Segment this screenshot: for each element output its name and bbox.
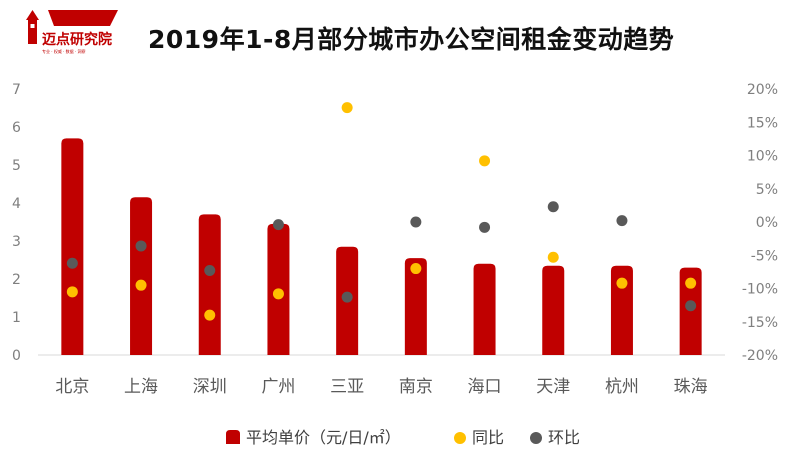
legend-yoy-swatch [454, 432, 466, 444]
category-label: 深圳 [193, 377, 227, 397]
legend-mom-label: 环比 [548, 428, 580, 447]
logo-roof-icon [26, 10, 39, 20]
left-axis-tick-label: 3 [12, 234, 21, 250]
category-label: 广州 [261, 377, 295, 397]
yoy-point-珠海 [685, 277, 697, 289]
bar-天津 [542, 265, 565, 355]
bar-珠海 [679, 267, 702, 355]
logo-text: 迈点研究院 [42, 31, 112, 48]
mom-point-三亚 [341, 291, 353, 303]
mom-point-珠海 [685, 300, 697, 312]
right-axis-tick-label: -5% [751, 248, 778, 264]
chart-title: 2019年1-8月部分城市办公空间租金变动趋势 [148, 25, 675, 54]
yoy-point-南京 [410, 263, 422, 275]
mom-point-杭州 [616, 215, 628, 227]
legend-mom-swatch [530, 432, 542, 444]
category-label: 北京 [55, 377, 89, 397]
legend-bar-label: 平均单价（元/日/㎡） [246, 428, 401, 447]
yoy-point-北京 [66, 286, 78, 298]
left-axis-tick-label: 7 [12, 82, 21, 98]
category-label: 三亚 [330, 377, 364, 397]
yoy-point-天津 [547, 251, 559, 263]
yoy-point-上海 [135, 279, 147, 291]
legend-yoy-label: 同比 [472, 428, 504, 447]
yoy-point-深圳 [204, 309, 216, 321]
right-axis-tick-label: 5% [756, 182, 778, 198]
bar-南京 [404, 258, 427, 355]
category-label: 珠海 [674, 377, 708, 397]
category-label: 上海 [124, 377, 158, 397]
right-axis-tick-label: -15% [742, 315, 778, 331]
bar-杭州 [610, 265, 633, 355]
yoy-point-广州 [272, 288, 284, 300]
left-axis-tick-label: 5 [12, 158, 21, 174]
bar-深圳 [198, 214, 221, 355]
logo-tower-icon [28, 20, 37, 44]
mom-point-南京 [410, 216, 422, 228]
right-axis-tick-label: 20% [747, 82, 778, 98]
left-axis-tick-label: 1 [12, 310, 21, 326]
yoy-point-海口 [479, 155, 491, 167]
category-label: 海口 [468, 377, 502, 397]
legend-bar-swatch [226, 430, 240, 444]
category-label: 南京 [399, 377, 433, 397]
left-axis-tick-label: 0 [12, 348, 21, 364]
left-axis-tick-label: 6 [12, 120, 21, 136]
mom-point-上海 [135, 240, 147, 252]
category-label: 杭州 [605, 377, 639, 397]
bar-上海 [130, 197, 153, 355]
yoy-point-三亚 [341, 102, 353, 114]
mom-point-广州 [272, 219, 284, 231]
logo: 迈点研究院 专业 · 权威 · 数据 · 洞察 [26, 10, 118, 54]
right-axis-tick-label: 10% [747, 149, 778, 165]
category-label: 天津 [536, 377, 570, 397]
right-axis-tick-label: 0% [756, 215, 778, 231]
right-axis-tick-label: 15% [747, 115, 778, 131]
logo-tagline: 专业 · 权威 · 数据 · 洞察 [42, 48, 85, 54]
right-axis-tick-label: -20% [742, 348, 778, 364]
mom-point-深圳 [204, 265, 216, 277]
bar-海口 [473, 263, 496, 355]
right-axis-tick-label: -10% [742, 282, 778, 298]
yoy-point-杭州 [616, 277, 628, 289]
mom-point-天津 [547, 201, 559, 213]
bar-北京 [61, 138, 84, 355]
logo-banner [48, 10, 118, 26]
mom-point-北京 [66, 257, 78, 269]
logo-window-icon [30, 24, 35, 28]
mom-point-海口 [479, 221, 491, 233]
left-axis-tick-label: 2 [12, 272, 21, 288]
left-axis-tick-label: 4 [12, 196, 21, 212]
